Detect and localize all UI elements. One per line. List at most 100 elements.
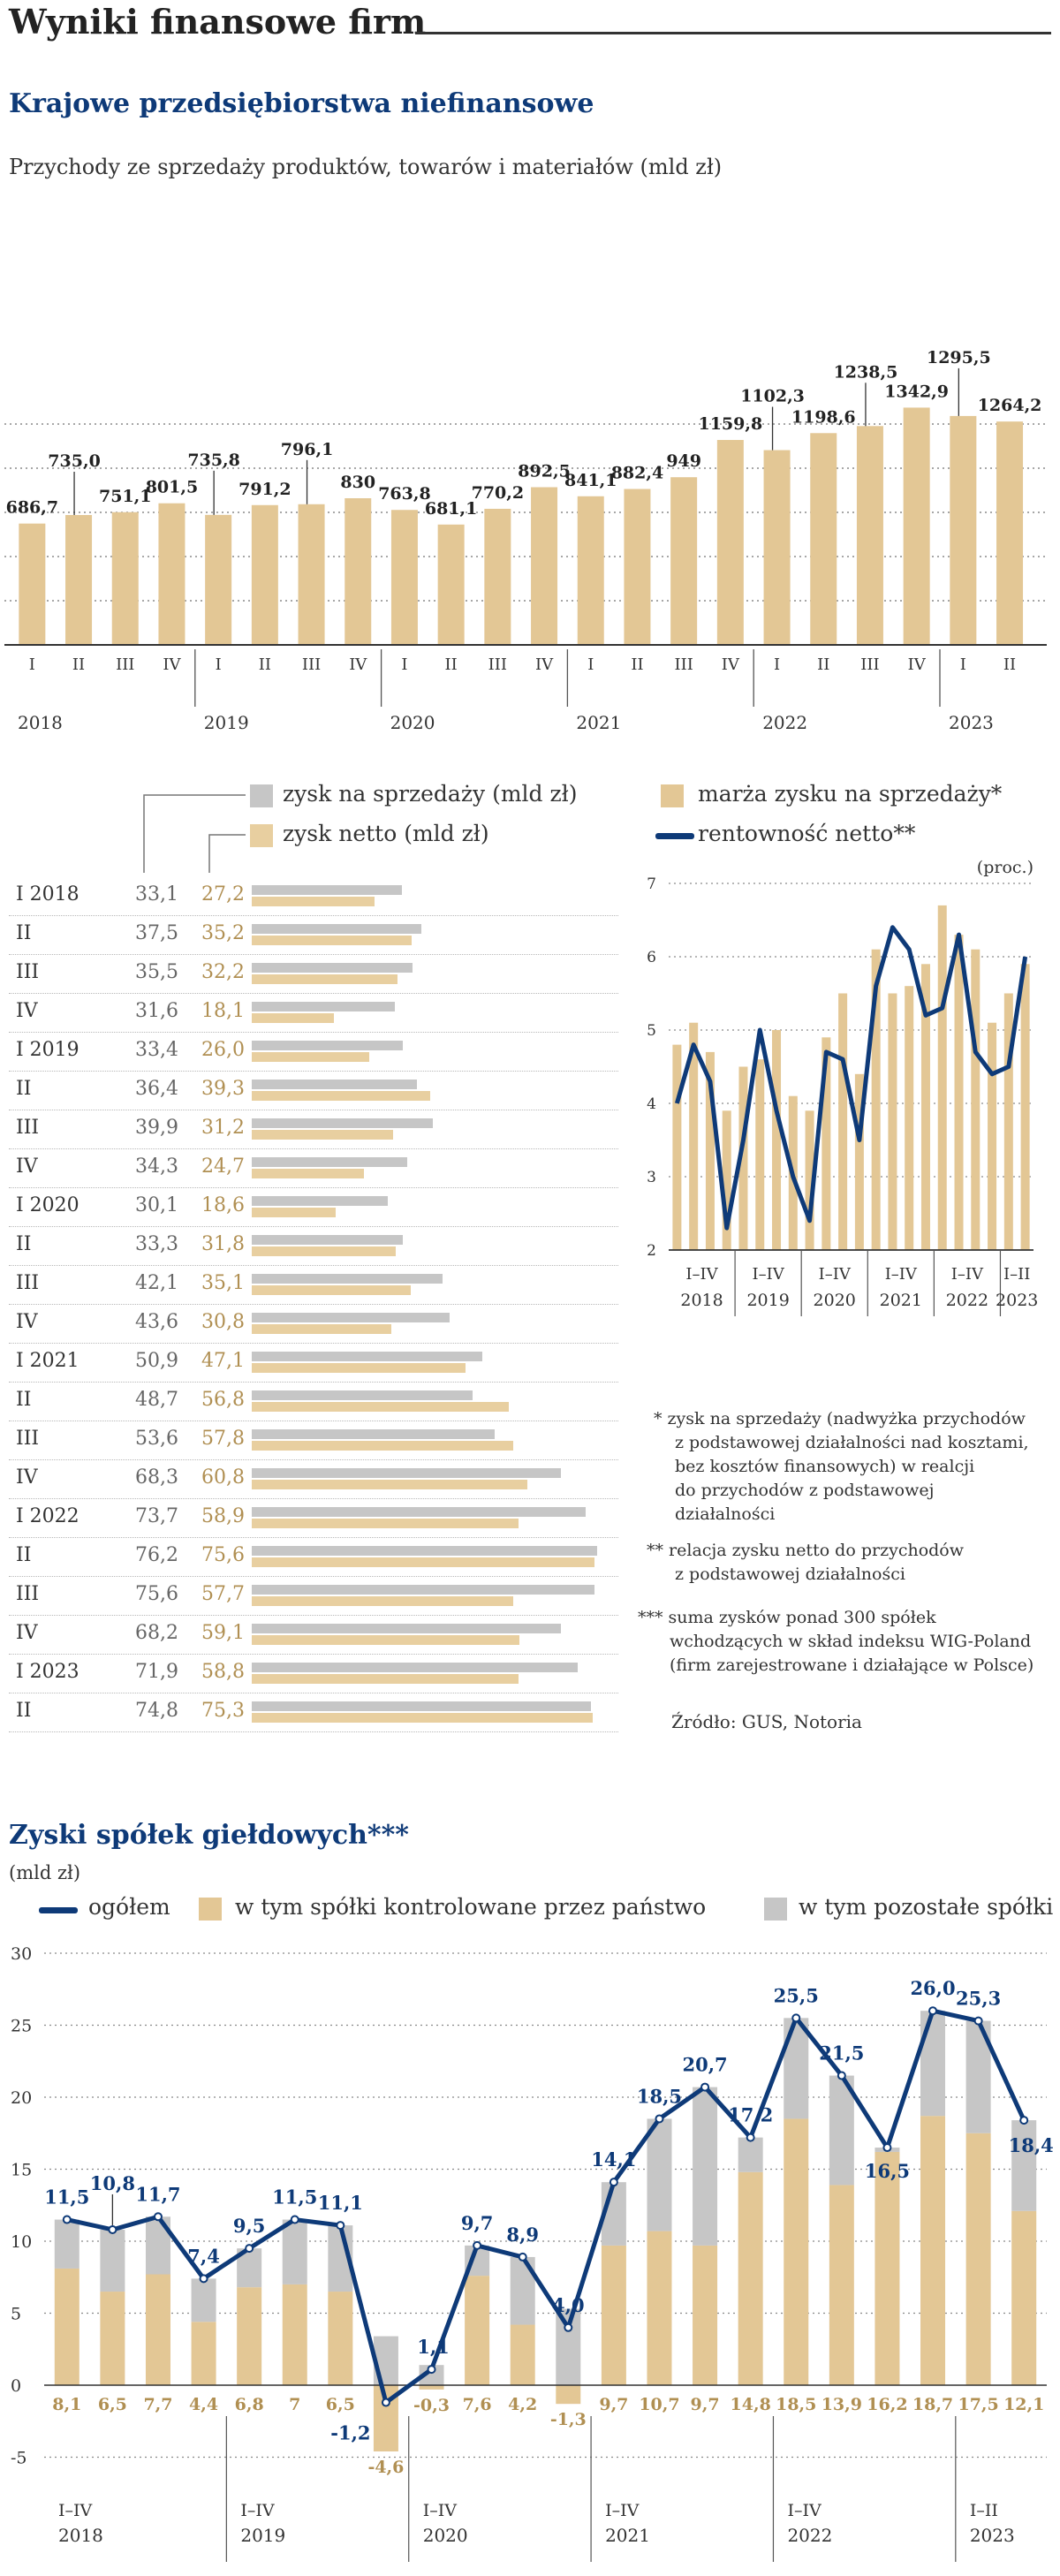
state-bar [965, 2133, 991, 2385]
legend-state-swatch [199, 1898, 222, 1921]
period-label: I–IV [605, 2501, 640, 2520]
row-label: III [16, 961, 40, 983]
zysk-netto-value: 32,2 [201, 961, 245, 983]
year-label: 2023 [970, 2525, 1015, 2546]
year-label: 2023 [949, 712, 994, 733]
year-label: 2021 [576, 712, 621, 733]
state-value-label: -1,3 [550, 2410, 587, 2429]
zysk-netto-bar [252, 1713, 594, 1723]
margin-bar [1003, 993, 1013, 1250]
total-point [1019, 2116, 1029, 2125]
year-label: 2018 [58, 2525, 103, 2546]
total-value-label: 25,3 [956, 1988, 1001, 2010]
revenue-bar [484, 508, 511, 645]
total-value-label: 7,4 [187, 2245, 220, 2267]
y-tick-label: 30 [11, 1944, 32, 1964]
state-bar [100, 2292, 125, 2385]
state-bar [510, 2324, 535, 2385]
total-value-label: 17,2 [728, 2104, 773, 2126]
zysk-netto-bar [252, 1285, 411, 1295]
zysk-sprzedazy-value: 37,5 [135, 922, 178, 944]
revenue-bar [65, 515, 93, 645]
margin-bar [805, 1110, 814, 1250]
table-row: IV 31,6 18,1 [9, 993, 618, 1033]
zysk-sprzedazy-value: 43,6 [135, 1311, 178, 1333]
zysk-netto-bar [252, 897, 375, 906]
total-value-label: 25,5 [774, 1984, 819, 2006]
year-label: 2019 [746, 1291, 789, 1310]
year-label: 2020 [814, 1291, 856, 1310]
total-value-label: 11,5 [44, 2186, 89, 2209]
zysk-netto-bar [252, 1169, 364, 1178]
other-bar [829, 2075, 854, 2186]
revenue-bar [205, 514, 232, 645]
other-bar [784, 2018, 809, 2119]
zysk-sprzedazy-bar [252, 1390, 473, 1400]
table-row: IV 68,3 60,8 [9, 1459, 618, 1499]
quarter-label: III [116, 655, 134, 674]
state-bar [465, 2276, 490, 2385]
revenue-bar [624, 489, 651, 645]
table-row: II 48,7 56,8 [9, 1382, 618, 1421]
other-bar [191, 2278, 216, 2322]
total-point [973, 2016, 983, 2026]
total-point [245, 2244, 254, 2254]
y-tick-label: 25 [11, 2017, 32, 2036]
revenue-bar [716, 440, 744, 645]
legend-ogolem: ogółem [88, 1894, 170, 1920]
state-bar [1011, 2210, 1037, 2385]
zysk-netto-bar [252, 1013, 334, 1023]
state-bar [556, 2385, 581, 2405]
total-point [700, 2082, 710, 2092]
chart1-subtitle: Przychody ze sprzedaży produktów, towaró… [9, 155, 723, 179]
total-point [518, 2252, 527, 2262]
quarter-label: III [488, 655, 507, 674]
quarter-label: I [29, 655, 35, 674]
footnote-1: * zysk na sprzedaży (nadwyżka przychodów… [654, 1407, 1029, 1527]
year-label: 2021 [605, 2525, 650, 2546]
footnote-1-line: * zysk na sprzedaży (nadwyżka przychodów [654, 1409, 1026, 1428]
row-label: II [16, 922, 32, 944]
state-value-label: -4,6 [367, 2458, 404, 2477]
zysk-netto-value: 35,2 [201, 922, 245, 944]
quarter-label: IV [349, 655, 367, 674]
period-label: I–IV [423, 2501, 458, 2520]
main-title: Wyniki finansowe firm [9, 2, 427, 42]
total-value-label: 11,7 [135, 2183, 180, 2205]
table-row: II 76,2 75,6 [9, 1537, 618, 1577]
revenue-value-label: 763,8 [378, 484, 431, 504]
period-label: I–IV [951, 1265, 984, 1284]
year-label: 2019 [204, 712, 249, 733]
total-value-label: 4,0 [552, 2294, 585, 2316]
other-bar [920, 2011, 946, 2117]
period-label: I–II [1003, 1265, 1030, 1284]
revenue-bar [856, 426, 883, 645]
revenue-bar [390, 510, 418, 645]
revenue-bar [19, 523, 46, 645]
quarter-label: II [1003, 655, 1016, 674]
total-value-label: 26,0 [910, 1977, 955, 1999]
total-point [290, 2215, 299, 2224]
state-value-label: 13,9 [822, 2395, 862, 2414]
state-value-label: 6,5 [326, 2395, 355, 2414]
zysk-netto-bar [252, 1674, 519, 1684]
revenue-value-label: 1295,5 [927, 348, 991, 367]
year-label: 2020 [390, 712, 435, 733]
period-label: I–IV [787, 2501, 822, 2520]
total-value-label: 10,8 [90, 2172, 135, 2194]
zysk-sprzedazy-value: 48,7 [135, 1389, 178, 1411]
zysk-netto-value: 57,7 [201, 1583, 245, 1605]
legend-margin-swatch [661, 784, 684, 807]
row-label: IV [16, 1622, 38, 1644]
margin-bar [871, 949, 881, 1250]
revenue-value-label: 801,5 [146, 478, 199, 497]
total-value-label: 21,5 [819, 2042, 864, 2065]
total-value-label: 11,1 [318, 2192, 363, 2214]
period-label: I–IV [58, 2501, 93, 2520]
zysk-netto-value: 30,8 [201, 1311, 245, 1333]
period-label: I–IV [240, 2501, 275, 2520]
state-value-label: 14,8 [731, 2395, 771, 2414]
state-bar [282, 2284, 307, 2385]
revenue-value-label: 1264,2 [978, 396, 1042, 415]
zysk-sprzedazy-value: 53,6 [135, 1428, 178, 1450]
